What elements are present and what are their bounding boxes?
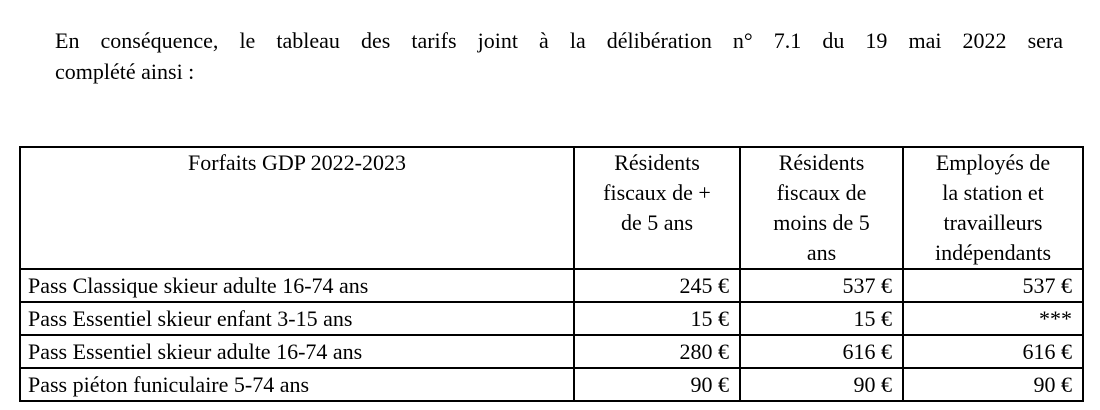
header-line: la station et [942, 180, 1044, 205]
intro-paragraph: En conséquence, le tableau des tarifs jo… [55, 25, 1063, 87]
table-row: Pass piéton funiculaire 5-74 ans 90 € 90… [19, 367, 1084, 402]
table-row: Pass Essentiel skieur adulte 16-74 ans 2… [19, 334, 1084, 369]
price-cell: 537 € [739, 268, 904, 303]
header-line: fiscaux de [776, 180, 867, 205]
table-row: Pass Essentiel skieur enfant 3-15 ans 15… [19, 301, 1084, 336]
price-cell: *** [902, 301, 1084, 336]
price-cell: 280 € [573, 334, 741, 369]
tariff-table: Forfaits GDP 2022-2023 Résidents fiscaux… [19, 146, 1084, 402]
header-line: Résidents [614, 150, 700, 175]
intro-line-1: En conséquence, le tableau des tarifs jo… [55, 28, 1063, 53]
header-line: de 5 ans [620, 210, 694, 235]
header-line: Employés de [935, 150, 1051, 175]
header-row: Forfaits GDP 2022-2023 Résidents fiscaux… [19, 146, 1084, 270]
price-cell: 245 € [573, 268, 741, 303]
col-header-residents-fiscaux-plus-5-ans: Résidents fiscaux de + de 5 ans [573, 146, 741, 270]
price-cell: 537 € [902, 268, 1084, 303]
header-line: fiscaux de + [603, 180, 711, 205]
intro-line-2: complété ainsi : [55, 59, 195, 84]
row-label: Pass piéton funiculaire 5-74 ans [19, 367, 575, 402]
header-line: Résidents [778, 150, 865, 175]
col-header-forfaits: Forfaits GDP 2022-2023 [19, 146, 575, 270]
table-row: Pass Classique skieur adulte 16-74 ans 2… [19, 268, 1084, 303]
row-label: Pass Essentiel skieur adulte 16-74 ans [19, 334, 575, 369]
price-cell: 15 € [573, 301, 741, 336]
price-cell: 15 € [739, 301, 904, 336]
price-cell: 616 € [739, 334, 904, 369]
header-line: ans [806, 240, 837, 265]
price-cell: 90 € [573, 367, 741, 402]
header-line: moins de 5 [773, 210, 870, 235]
header-line: travailleurs [943, 210, 1043, 235]
col-header-employes-station: Employés de la station et travailleurs i… [902, 146, 1084, 270]
price-cell: 90 € [902, 367, 1084, 402]
price-cell: 616 € [902, 334, 1084, 369]
col-header-residents-fiscaux-moins-5-ans: Résidents fiscaux de moins de 5 ans [739, 146, 904, 270]
price-cell: 90 € [739, 367, 904, 402]
header-line: Forfaits GDP 2022-2023 [188, 150, 406, 175]
row-label: Pass Classique skieur adulte 16-74 ans [19, 268, 575, 303]
row-label: Pass Essentiel skieur enfant 3-15 ans [19, 301, 575, 336]
header-line: indépendants [934, 240, 1052, 265]
